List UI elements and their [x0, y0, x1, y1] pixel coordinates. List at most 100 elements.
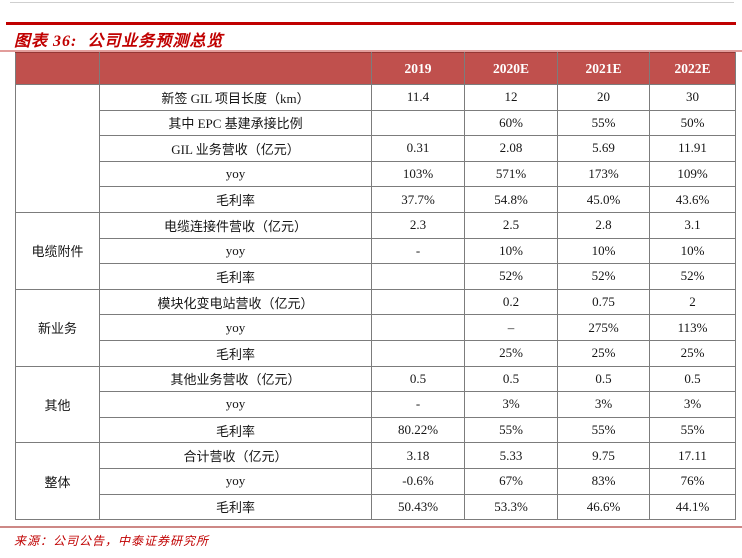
- table-row: yoy –275% 113%: [16, 314, 736, 341]
- metric-label: 毛利率: [99, 416, 372, 444]
- value-cell: 10%: [557, 237, 650, 265]
- value-cell: 3.18: [371, 442, 465, 469]
- value-cell: 173%: [557, 160, 650, 188]
- value-cell: 76%: [649, 467, 736, 495]
- header-blank-cell: [15, 52, 100, 85]
- header-row: 2019 2020E 2021E 2022E: [15, 52, 736, 85]
- value-cell: 9.75: [557, 442, 650, 469]
- metric-label: yoy: [99, 160, 372, 188]
- title-accent-line: [6, 22, 736, 25]
- value-cell: 55%: [464, 416, 558, 444]
- value-cell: 10%: [464, 237, 558, 265]
- value-cell: 80.22%: [371, 416, 465, 444]
- value-cell: 275%: [557, 314, 650, 341]
- value-cell: 5.33: [464, 442, 558, 469]
- metric-label: yoy: [99, 237, 372, 265]
- table-row: yoy -3% 3% 3%: [16, 391, 736, 418]
- value-cell: 2.08: [464, 135, 558, 162]
- value-cell: [371, 314, 465, 341]
- table-row: 其中 EPC 基建承接比例 60% 55% 50%: [16, 109, 736, 137]
- value-cell: 2.5: [464, 211, 558, 239]
- value-cell: 25%: [464, 339, 558, 367]
- table-row: 新业务 模块化变电站营收（亿元） 0.2 0.75 2: [15, 288, 736, 367]
- table-row: 毛利率 50.43% 53.3% 46.6% 44.1%: [16, 493, 736, 521]
- metric-label: 合计营收（亿元）: [99, 442, 372, 469]
- table-row: yoy -0.6% 67% 83% 76%: [16, 467, 736, 495]
- value-cell: 30: [649, 84, 736, 111]
- table-row: 毛利率 37.7% 54.8% 45.0% 43.6%: [16, 186, 736, 213]
- table-row: 整体 合计营收（亿元） 3.18 5.33 9.75 17.11: [15, 442, 736, 521]
- value-cell: 53.3%: [464, 493, 558, 521]
- value-cell: 3%: [649, 391, 736, 418]
- table-row: 新签 GIL 项目长度（km） 11.4 12 20 30: [15, 84, 736, 213]
- value-cell: –: [464, 314, 558, 341]
- value-cell: 3.1: [649, 211, 736, 239]
- value-cell: 43.6%: [649, 186, 736, 213]
- value-cell: 12: [464, 84, 558, 111]
- chart-title: 图表 36: 公司业务预测总览: [14, 33, 224, 50]
- metric-label: GIL 业务营收（亿元）: [99, 135, 372, 162]
- value-cell: 5.69: [557, 135, 650, 162]
- value-cell: 17.11: [649, 442, 736, 469]
- value-cell: 54.8%: [464, 186, 558, 213]
- value-cell: 571%: [464, 160, 558, 188]
- table-row: GIL 业务营收（亿元） 0.31 2.08 5.69 11.91: [16, 135, 736, 162]
- metric-label: 毛利率: [99, 339, 372, 367]
- metric-label: 毛利率: [99, 263, 372, 290]
- metric-label: yoy: [99, 391, 372, 418]
- value-cell: 3%: [464, 391, 558, 418]
- value-cell: 50%: [649, 109, 736, 137]
- header-year-cell: 2022E: [649, 52, 736, 85]
- value-cell: 52%: [557, 263, 650, 290]
- group-label: 电缆附件: [15, 211, 100, 290]
- header-year-cell: 2021E: [557, 52, 650, 85]
- value-cell: 20: [557, 84, 650, 111]
- value-cell: 113%: [649, 314, 736, 341]
- value-cell: 50.43%: [371, 493, 465, 521]
- metric-label: yoy: [99, 467, 372, 495]
- value-cell: 44.1%: [649, 493, 736, 521]
- value-cell: 2: [649, 288, 736, 316]
- value-cell: 109%: [649, 160, 736, 188]
- metric-label: yoy: [99, 314, 372, 341]
- value-cell: 25%: [649, 339, 736, 367]
- value-cell: 83%: [557, 467, 650, 495]
- value-cell: 11.4: [371, 84, 465, 111]
- group-label: 其他: [15, 365, 100, 444]
- table-row: 毛利率 80.22% 55% 55% 55%: [16, 416, 736, 444]
- metric-label: 其中 EPC 基建承接比例: [99, 109, 372, 137]
- value-cell: 0.31: [371, 135, 465, 162]
- table-top-accent-line: [0, 50, 742, 52]
- table-body: 新签 GIL 项目长度（km） 11.4 12 20 30 其中 EPC 基建承接比例 60…: [15, 84, 736, 521]
- metric-label: 新签 GIL 项目长度（km）: [99, 84, 372, 111]
- value-cell: [371, 109, 465, 137]
- value-cell: 52%: [464, 263, 558, 290]
- value-cell: [371, 263, 465, 290]
- value-cell: 60%: [464, 109, 558, 137]
- table-row: 毛利率 25% 25% 25%: [16, 339, 736, 367]
- metric-label: 电缆连接件营收（亿元）: [99, 211, 372, 239]
- source-note: 来源：公司公告，中泰证券研究所: [14, 534, 210, 548]
- header-blank-cell: [99, 52, 372, 85]
- group-label: 新业务: [15, 288, 100, 367]
- value-cell: 37.7%: [371, 186, 465, 213]
- table-row: yoy -10% 10% 10%: [16, 237, 736, 265]
- value-cell: 103%: [371, 160, 465, 188]
- metric-label: 毛利率: [99, 493, 372, 521]
- value-cell: 0.5: [557, 365, 650, 393]
- value-cell: 67%: [464, 467, 558, 495]
- value-cell: 45.0%: [557, 186, 650, 213]
- value-cell: 11.91: [649, 135, 736, 162]
- value-cell: 46.6%: [557, 493, 650, 521]
- value-cell: 0.5: [464, 365, 558, 393]
- value-cell: 2.8: [557, 211, 650, 239]
- value-cell: 55%: [649, 416, 736, 444]
- header-year-cell: 2020E: [464, 52, 558, 85]
- value-cell: [371, 288, 465, 316]
- value-cell: -: [371, 391, 465, 418]
- value-cell: -: [371, 237, 465, 265]
- table-row: yoy 103% 571% 173% 109%: [16, 160, 736, 188]
- table-row: 电缆附件 电缆连接件营收（亿元） 2.3 2.5 2.8 3.1: [15, 211, 736, 290]
- header-year-cell: 2019: [371, 52, 465, 85]
- group-label: [15, 84, 100, 213]
